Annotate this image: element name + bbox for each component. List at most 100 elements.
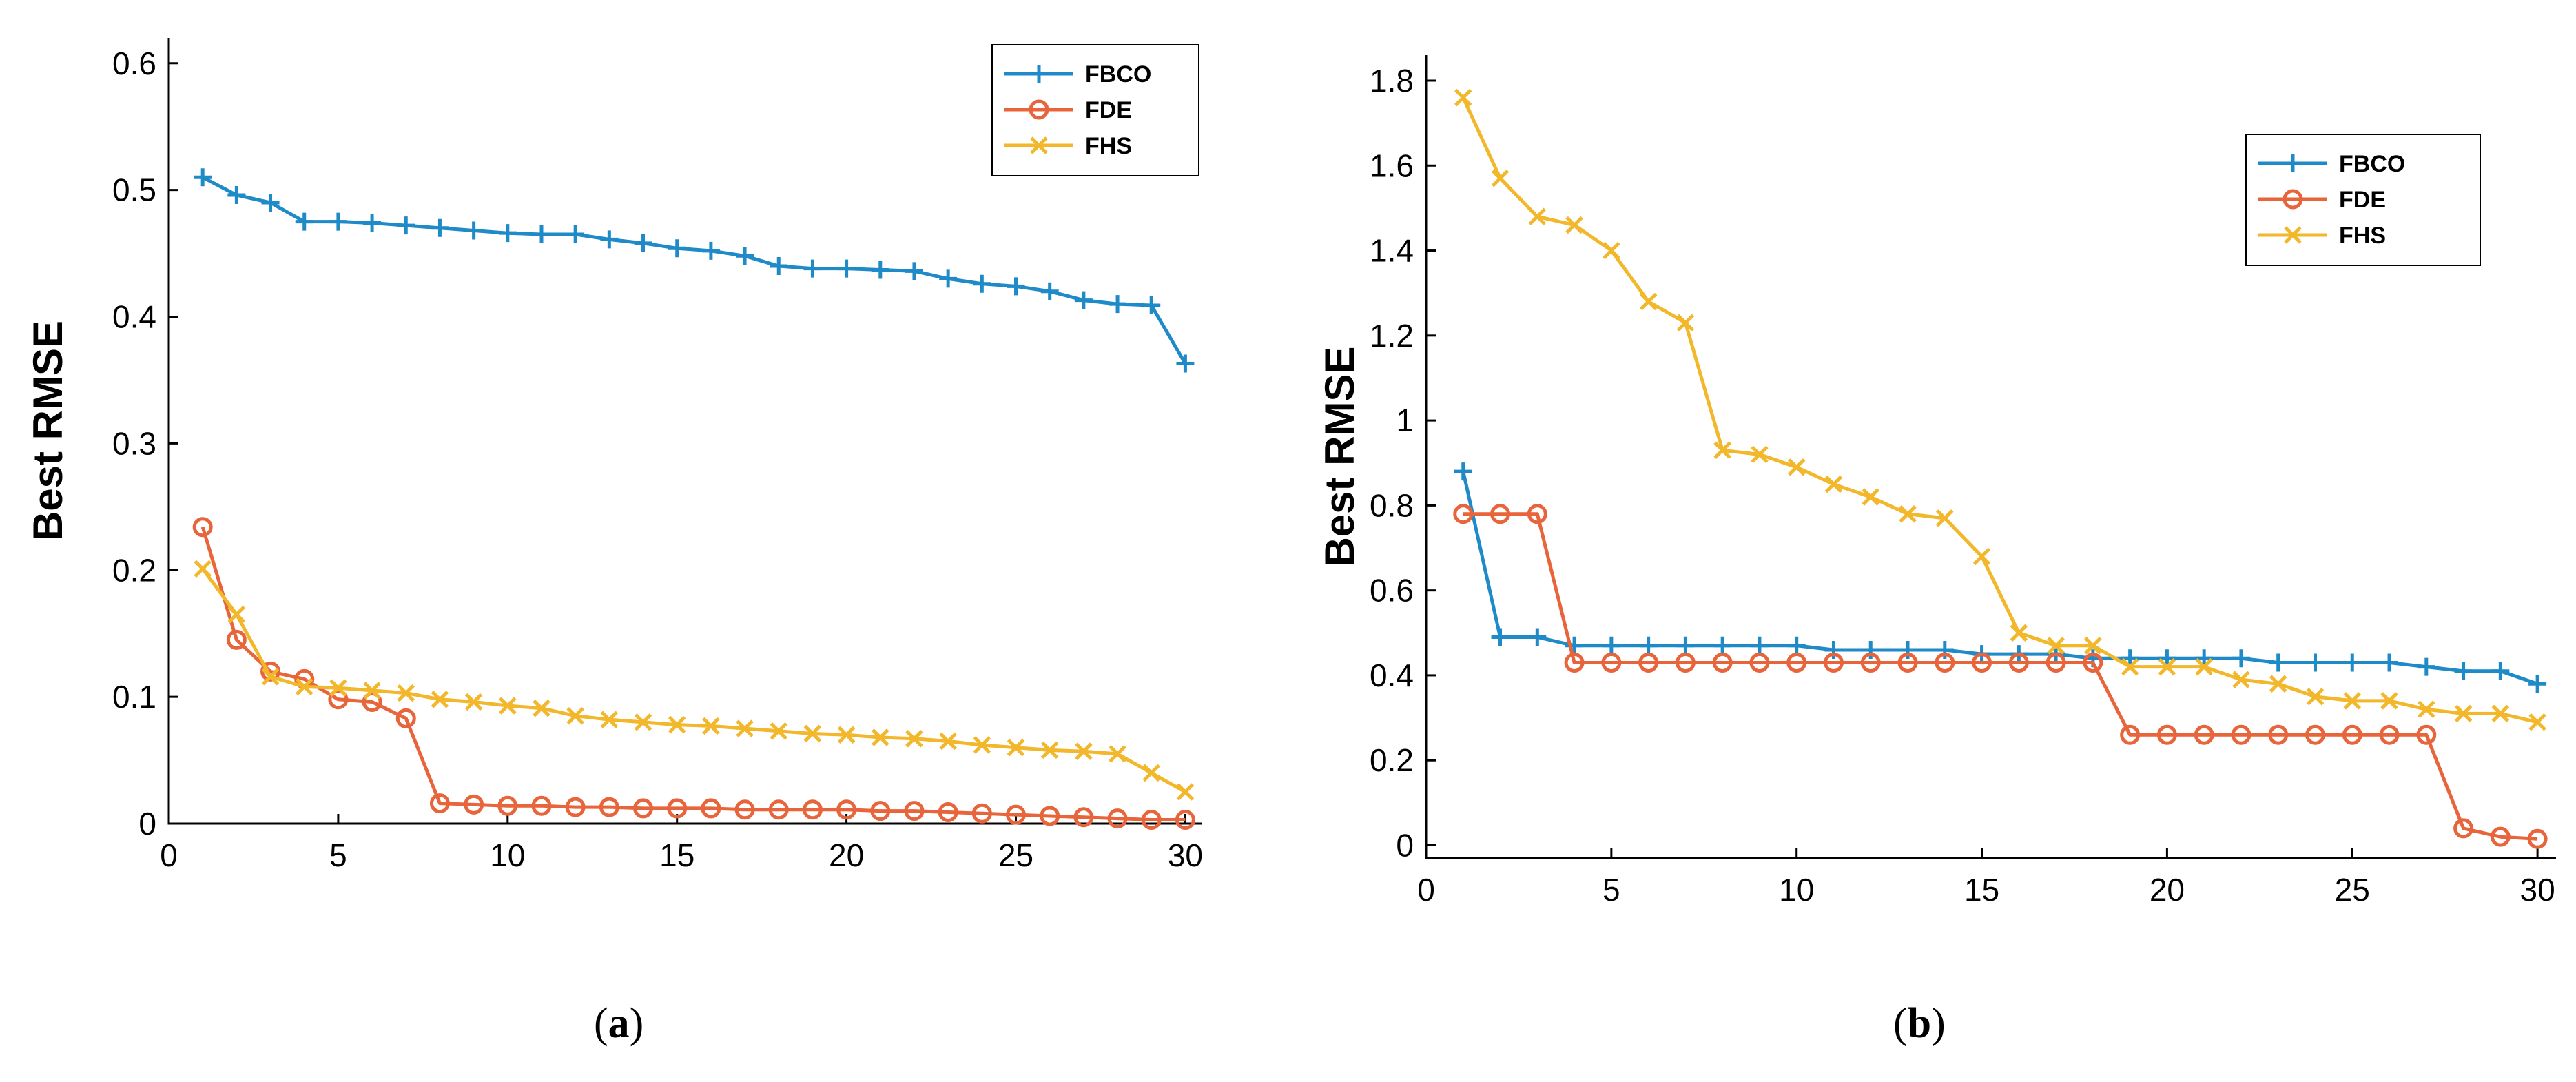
data-point-fbco [1713, 636, 1732, 655]
data-point-fhs [1007, 738, 1025, 757]
data-point-fde [395, 708, 416, 728]
data-point-fhs [2380, 692, 2398, 710]
y-axis-label: Best RMSE [1317, 346, 1363, 566]
data-point-fde [904, 801, 925, 821]
legend-marker-fbco [1030, 65, 1048, 83]
data-point-fhs [1862, 488, 1880, 506]
data-point-fde [565, 797, 586, 817]
data-point-fbco [363, 214, 382, 232]
data-point-fhs [329, 679, 347, 697]
data-point-fde [362, 691, 382, 712]
legend-marker-fbco [2284, 154, 2302, 172]
data-point-fbco [227, 186, 246, 204]
data-point-fde [633, 798, 654, 819]
data-point-fbco [1750, 636, 1769, 655]
data-point-fhs [1142, 764, 1160, 782]
data-point-fhs [600, 711, 619, 728]
y-tick-label: 0.3 [112, 425, 156, 461]
data-point-fhs [2232, 671, 2250, 688]
legend-marker-fde [1029, 99, 1049, 120]
data-point-fde [328, 689, 349, 710]
data-point-fbco [2195, 649, 2214, 668]
data-point-fbco [566, 225, 585, 243]
data-point-fde [836, 799, 857, 820]
data-point-fhs [2158, 657, 2176, 676]
data-point-fde [1527, 504, 1547, 524]
data-point-fhs [905, 730, 923, 748]
data-point-fde [2342, 724, 2362, 745]
data-point-fbco [600, 230, 619, 249]
data-point-fde [1006, 804, 1027, 825]
data-point-fbco [329, 212, 347, 231]
data-point-fde [531, 795, 552, 816]
x-tick-label: 25 [998, 837, 1033, 873]
data-point-fbco [2269, 653, 2287, 672]
data-point-fbco [634, 234, 652, 252]
x-tick-label: 5 [1603, 872, 1620, 908]
data-point-fbco [1142, 296, 1161, 314]
data-point-fbco [2454, 662, 2473, 680]
data-point-fbco [770, 256, 788, 275]
data-point-fhs [2528, 713, 2546, 731]
data-point-fhs [872, 728, 889, 746]
chart-b-svg: 0 0.2 0.4 0.6 0.8 1 1.2 1.4 1.6 1.8 0 5 10 15 20 25 30 Be… [1317, 55, 2556, 908]
data-point-fbco [1454, 462, 1472, 481]
chart-panel-b: 0 0.2 0.4 0.6 0.8 1 1.2 1.4 1.6 1.8 0 5 10 15 20 25 30 Be… [1288, 0, 2576, 1082]
data-point-fhs [1787, 458, 1806, 476]
data-point-fbco [837, 259, 856, 278]
data-point-fde [2268, 724, 2289, 745]
data-point-fbco [2491, 662, 2510, 680]
data-point-fbco [803, 259, 822, 278]
data-point-fhs [1109, 745, 1126, 763]
legend-label-fhs: FHS [2339, 223, 2386, 249]
data-point-fbco [2380, 653, 2399, 672]
data-point-fhs [1176, 783, 1195, 801]
y-tick-label: 0.1 [112, 679, 156, 715]
y-tick-label: 0.6 [112, 45, 156, 81]
data-point-fbco [261, 194, 280, 212]
data-point-fhs [939, 732, 957, 751]
series-fbco [1454, 462, 2547, 693]
data-point-fhs [464, 693, 483, 711]
x-tick-label: 10 [490, 837, 525, 873]
data-point-fhs [837, 726, 856, 744]
data-point-fde [260, 661, 281, 682]
y-tick-label: 1.8 [1370, 63, 1414, 99]
data-point-fbco [397, 216, 415, 235]
data-point-fde [768, 799, 789, 820]
data-point-fbco [1040, 282, 1059, 300]
x-tick-label: 0 [160, 837, 178, 873]
data-point-fde [2083, 652, 2103, 673]
data-point-fhs [533, 699, 550, 717]
data-point-fbco [1639, 636, 1658, 655]
data-point-fbco [464, 221, 483, 240]
data-point-fhs [363, 682, 381, 700]
x-tick-label: 30 [1168, 837, 1203, 873]
x-tick-label: 10 [1779, 872, 1814, 908]
data-point-fhs [227, 605, 246, 624]
data-point-fde [1638, 652, 1659, 673]
data-point-fhs [2269, 675, 2287, 693]
data-point-fde [1564, 652, 1585, 673]
data-point-fde [1897, 652, 1918, 673]
y-tick-label: 1.4 [1370, 233, 1414, 269]
data-point-fde [1073, 807, 1094, 828]
data-point-fhs [1528, 207, 1547, 226]
x-tick-label: 20 [829, 837, 864, 873]
data-point-fbco [1528, 628, 1547, 646]
data-point-fde [1675, 652, 1696, 673]
data-point-fhs [1676, 314, 1695, 332]
series-line-fde [1463, 512, 2538, 841]
data-point-fhs [261, 667, 280, 686]
data-point-fhs [2418, 700, 2435, 719]
y-tick-label: 1.6 [1370, 147, 1414, 183]
y-tick-label: 0.8 [1370, 487, 1414, 523]
data-point-fde [2527, 828, 2548, 849]
data-point-fhs [803, 724, 822, 743]
data-point-fhs [1936, 509, 1954, 527]
data-point-fde [2379, 724, 2400, 745]
data-point-fde [938, 802, 958, 822]
data-point-fde [429, 793, 450, 814]
y-axis-label: Best RMSE [25, 320, 71, 541]
data-point-fde [2416, 724, 2437, 745]
